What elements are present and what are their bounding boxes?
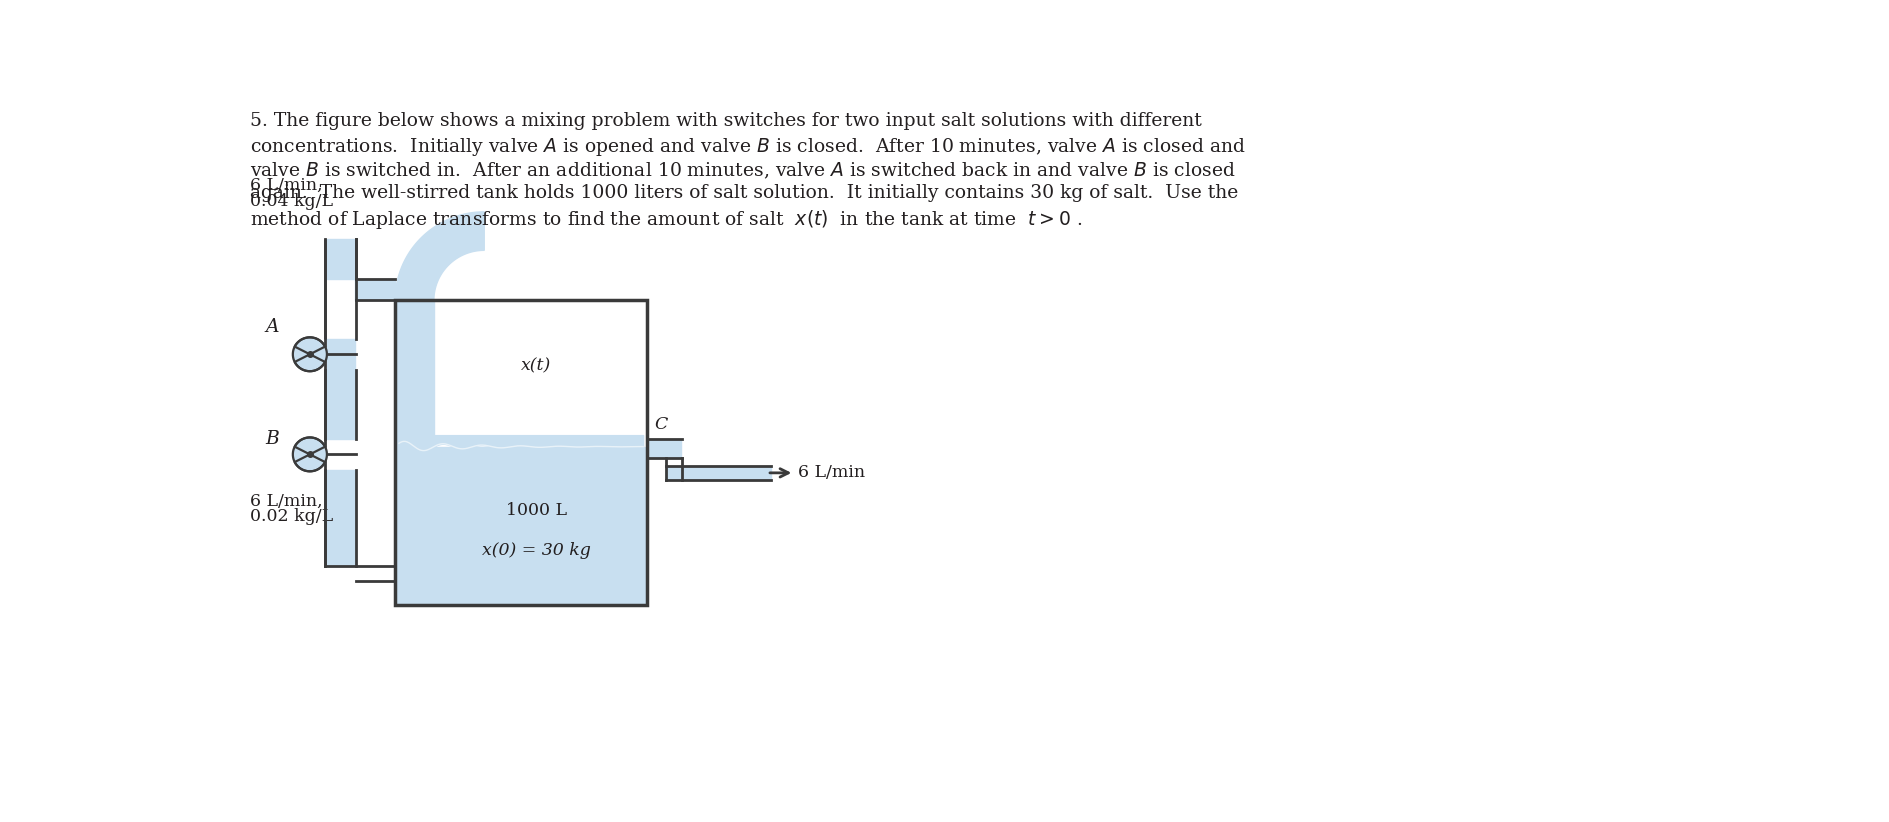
Text: 6 L/min: 6 L/min: [797, 464, 865, 482]
Text: A: A: [264, 318, 280, 336]
Text: 0.02 kg/L: 0.02 kg/L: [249, 508, 332, 525]
Text: valve $B$ is switched in.  After an additional 10 minutes, valve $A$ is switched: valve $B$ is switched in. After an addit…: [249, 160, 1235, 181]
Polygon shape: [395, 212, 484, 300]
Text: 1000 L: 1000 L: [506, 501, 567, 519]
Bar: [395, 300, 646, 604]
Text: x(t): x(t): [521, 358, 552, 374]
Text: 5. The figure below shows a mixing problem with switches for two input salt solu: 5. The figure below shows a mixing probl…: [249, 113, 1201, 131]
Polygon shape: [293, 437, 325, 471]
Text: again.  The well-stirred tank holds 1000 liters of salt solution.  It initially : again. The well-stirred tank holds 1000 …: [249, 184, 1237, 202]
Polygon shape: [293, 337, 325, 372]
Polygon shape: [327, 470, 355, 566]
Text: 6 L/min,: 6 L/min,: [249, 493, 323, 510]
Polygon shape: [327, 339, 355, 439]
Polygon shape: [395, 300, 434, 446]
Text: 0.04 kg/L: 0.04 kg/L: [249, 192, 332, 210]
Polygon shape: [397, 446, 646, 603]
Text: x(0) = 30 kg: x(0) = 30 kg: [482, 543, 591, 559]
Polygon shape: [295, 337, 327, 372]
Text: B: B: [264, 430, 280, 448]
Text: method of Laplace transforms to find the amount of salt  $x(t)$  in the tank at : method of Laplace transforms to find the…: [249, 208, 1082, 231]
Text: concentrations.  Initially valve $A$ is opened and valve $B$ is closed.  After 1: concentrations. Initially valve $A$ is o…: [249, 136, 1245, 159]
Polygon shape: [327, 238, 355, 279]
Polygon shape: [295, 437, 327, 471]
Polygon shape: [667, 467, 771, 479]
Text: 6 L/min,: 6 L/min,: [249, 178, 323, 194]
Polygon shape: [648, 440, 680, 458]
Polygon shape: [355, 279, 395, 300]
Text: C: C: [654, 416, 667, 433]
